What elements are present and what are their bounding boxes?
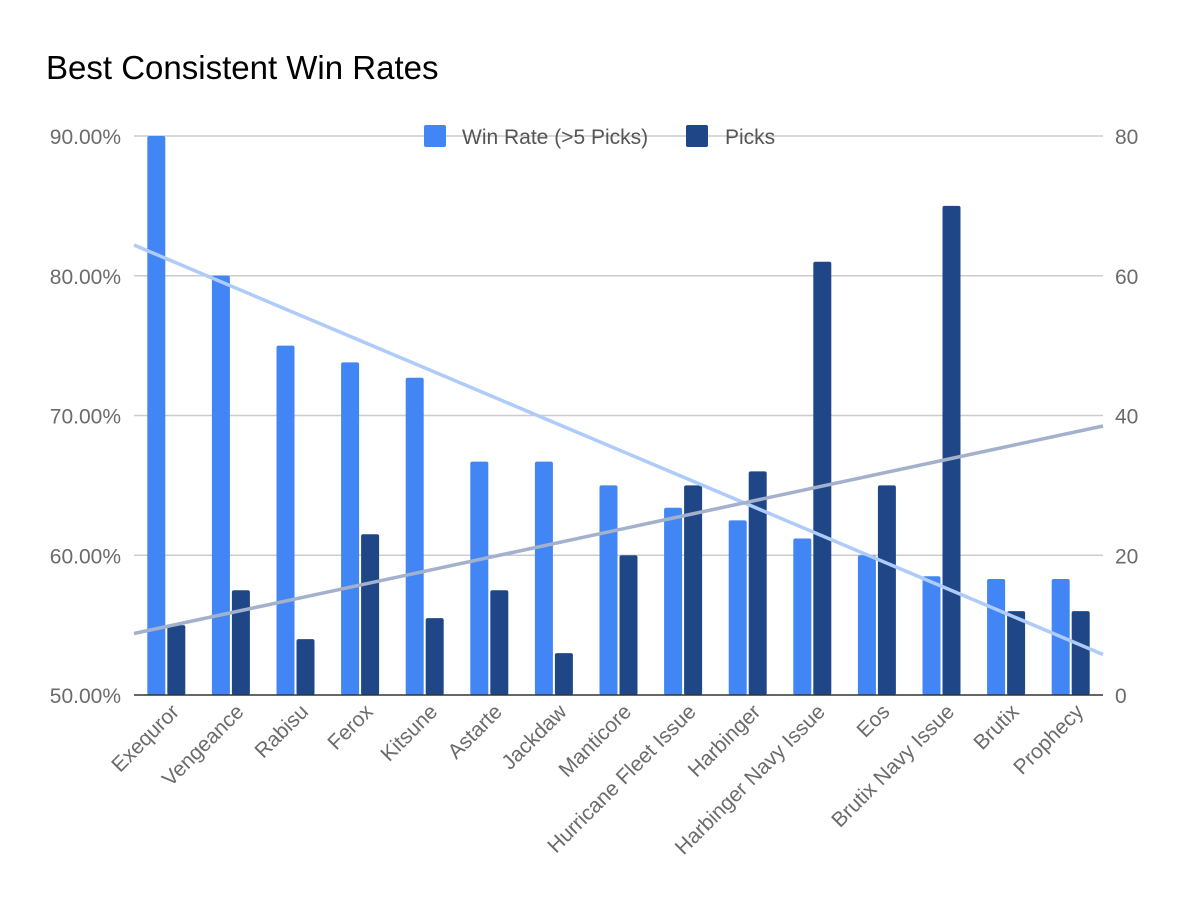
y-left-tick-label: 70.00% <box>50 406 121 429</box>
bar-picks <box>877 485 896 695</box>
bar-win-rate <box>405 377 424 695</box>
legend-swatch-win-rate <box>424 125 446 147</box>
gridlines <box>134 135 1103 556</box>
y-right-tick-label: 20 <box>1115 545 1138 568</box>
x-category-label: Brutix <box>969 700 1024 755</box>
bar-picks <box>813 261 832 695</box>
y-left-tick-label: 50.00% <box>50 685 121 708</box>
y-right-tick-label: 80 <box>1115 126 1138 149</box>
bar-picks <box>554 653 573 695</box>
bar-win-rate <box>664 507 683 695</box>
bar-picks <box>748 471 767 695</box>
bar-picks <box>167 625 186 695</box>
bar-win-rate <box>922 576 941 695</box>
chart-title: Best Consistent Win Rates <box>46 49 439 86</box>
legend-label-picks: Picks <box>725 126 775 149</box>
y-left-tick-label: 80.00% <box>50 266 121 289</box>
bar-picks <box>296 639 315 695</box>
y-right-tick-label: 40 <box>1115 406 1138 429</box>
bar-picks <box>490 590 509 695</box>
bar-picks <box>425 618 444 695</box>
bar-win-rate <box>276 345 295 695</box>
bar-win-rate <box>857 555 876 695</box>
bar-win-rate <box>599 485 618 695</box>
bar-picks <box>231 590 250 695</box>
bar-win-rate <box>147 136 166 695</box>
trendline-win-rate <box>133 243 1104 657</box>
trendline-picks <box>133 424 1104 636</box>
bar-win-rate <box>470 461 489 695</box>
x-category-label: Ferox <box>323 700 378 755</box>
bar-picks <box>1007 611 1026 695</box>
x-category-label: Prophecy <box>1009 700 1088 779</box>
x-category-label: Kitsune <box>376 700 442 766</box>
bars <box>147 136 1090 695</box>
trendlines <box>133 243 1104 657</box>
legend-label-win-rate: Win Rate (>5 Picks) <box>462 126 648 149</box>
legend-swatch-picks <box>686 125 708 147</box>
legend: Win Rate (>5 Picks) Picks <box>424 125 775 149</box>
x-category-label: Eos <box>853 700 895 742</box>
bar-win-rate <box>534 461 553 695</box>
y-right-tick-label: 0 <box>1115 685 1127 708</box>
y-left-tick-label: 90.00% <box>50 126 121 149</box>
bar-picks <box>684 485 703 695</box>
bar-win-rate <box>728 520 747 695</box>
bar-win-rate <box>341 362 360 695</box>
x-category-label: Rabisu <box>251 700 313 762</box>
y-right-tick-label: 60 <box>1115 266 1138 289</box>
x-category-label: Brutix Navy Issue <box>827 700 959 832</box>
bar-win-rate <box>211 275 230 695</box>
x-category-label: Astarte <box>444 700 507 763</box>
bar-win-rate <box>987 579 1006 695</box>
bar-picks <box>619 555 638 695</box>
bar-picks <box>1071 611 1090 695</box>
bar-picks <box>942 205 961 695</box>
y-left-tick-label: 60.00% <box>50 545 121 568</box>
bar-win-rate <box>793 538 812 695</box>
bar-picks <box>361 534 380 695</box>
